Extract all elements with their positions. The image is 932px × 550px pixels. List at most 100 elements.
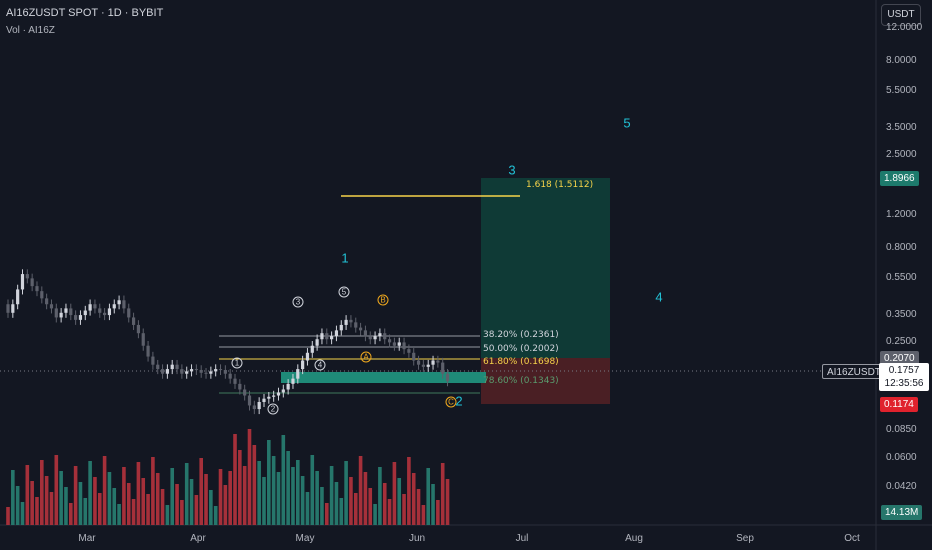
price-axis-label: 0.0850 [886,424,917,435]
volume-bar [54,455,59,525]
candle-body [122,300,126,309]
candle-body [98,308,102,313]
candle-body [93,304,97,309]
volume-bar [368,488,373,525]
wave-label-1: 1 [341,250,349,266]
volume-bar [93,477,97,525]
candle-body [131,317,136,325]
candle-body [431,360,435,365]
price-axis-label: 5.5000 [886,85,917,97]
volume-bar [305,492,310,525]
candle-body [305,352,310,361]
circle-label-c: C [445,396,457,408]
currency-button[interactable]: USDT [881,4,921,26]
volume-bar [320,487,324,525]
volume-bar [228,471,232,525]
candle-body [267,396,271,399]
volume-bar [64,487,68,525]
candle-body [272,395,276,397]
fib-ext-1618: 1.618 (1.5112) [526,180,594,190]
price-axis-label: 0.8000 [886,241,917,253]
candle-body [78,315,83,320]
circle-label-5: 5 [338,286,350,298]
wave-label-3: 3 [508,162,516,178]
volume-bar [436,500,440,525]
price-axis-badge: 0.2070 [880,350,919,366]
volume-bar [281,435,286,525]
candle-body [291,378,295,384]
candle-body [151,356,155,365]
candle-body [296,369,300,379]
volume-bar [382,483,387,525]
volume-bar [431,484,435,525]
candle-countdown: 12:35:56 [884,378,924,389]
candle-body [170,364,174,370]
candle-body [136,324,141,334]
candle-body [156,364,160,370]
candle-body [199,369,203,373]
candle-body [416,360,421,365]
volume-bar [15,486,20,525]
volume-bar [40,460,44,525]
volume-bar [334,482,339,525]
candle-body [146,345,150,357]
volume-bar [407,457,411,525]
volume-bar [59,471,63,525]
volume-bar [213,506,218,525]
volume-bar [126,483,131,525]
volume-bar [184,463,189,525]
volume-bar [363,472,368,525]
candle-body [247,395,252,406]
candle-body [281,389,285,393]
volume-bar [141,478,146,525]
candle-body [16,289,20,305]
volume-bar [426,468,431,525]
volume-bar [11,470,15,525]
fib-382: 38.20% (0.2361) [483,330,559,340]
candle-body [339,324,343,331]
time-axis-label: Sep [736,533,754,544]
candle-body [387,339,392,343]
candle-body [310,345,314,353]
candle-body [354,322,358,328]
volume-bar [271,456,276,525]
volume-badge: 14.13M [881,505,923,520]
volume-bar [440,463,445,525]
price-axis-label: 0.0420 [886,481,917,493]
volume-bar [180,500,184,525]
candle-body [378,333,382,337]
volume-bar [247,429,252,525]
volume-bar [402,494,406,525]
volume-bar [160,489,165,525]
volume-bar [252,445,257,525]
candle-body [301,360,305,370]
candle-body [189,369,194,372]
time-axis-label: Mar [78,533,96,544]
candle-body [262,398,266,403]
candle-body [315,339,319,346]
candle-body [358,327,363,331]
volume-bar [267,440,271,525]
volume-bar [291,467,295,525]
candle-body [6,304,10,313]
circle-label-3: 3 [292,296,304,308]
candle-body [20,274,25,290]
candle-body [54,308,58,318]
volume-bar [131,499,136,525]
volume-bar [262,477,266,525]
circle-label-b: B [377,294,389,306]
volume-bar [353,493,358,525]
volume-bar [155,473,160,525]
candle-body [436,360,440,363]
candle-body [334,330,339,337]
circle-label-1: 1 [231,357,243,369]
volume-bar [189,479,194,525]
volume-bar [233,434,237,525]
candle-body [445,373,450,382]
volume-bar [411,473,416,525]
volume-bar [387,499,392,525]
symbol-line: AI16ZUSDT SPOT · 1D · BYBIT [6,7,164,19]
entry-band [281,372,486,383]
volume-bar [421,505,426,525]
